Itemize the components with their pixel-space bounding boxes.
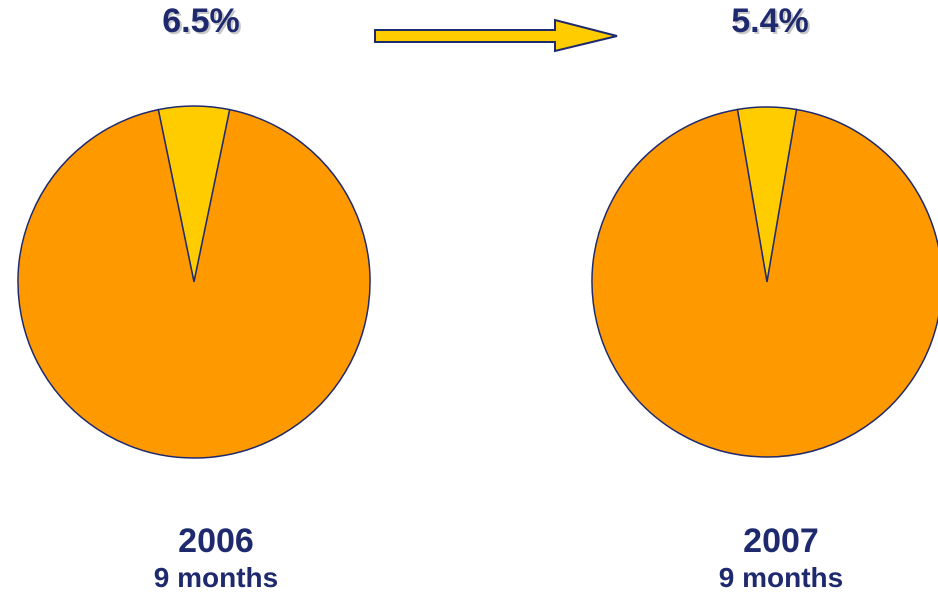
pie-2007-period-label: 9 months	[718, 562, 844, 593]
trend-arrow-icon	[374, 18, 618, 53]
pie-2007-percentage-label: 5.4%	[731, 2, 809, 40]
pie-2007-year-label: 2007	[743, 522, 819, 560]
pie-chart-2007	[591, 106, 938, 458]
pie-2007-caption: 2007 9 months	[681, 521, 881, 595]
pie-2006-caption: 2006 9 months	[116, 521, 316, 595]
pie-2006-percentage-label: 6.5%	[162, 2, 240, 40]
pie-chart-2006	[17, 105, 371, 459]
pie-2006-year-label: 2006	[178, 522, 254, 560]
pie-2006-slice-remainder	[17, 108, 371, 459]
pie-2007-slice-remainder	[591, 108, 938, 458]
pie-2006-period-label: 9 months	[153, 562, 279, 593]
